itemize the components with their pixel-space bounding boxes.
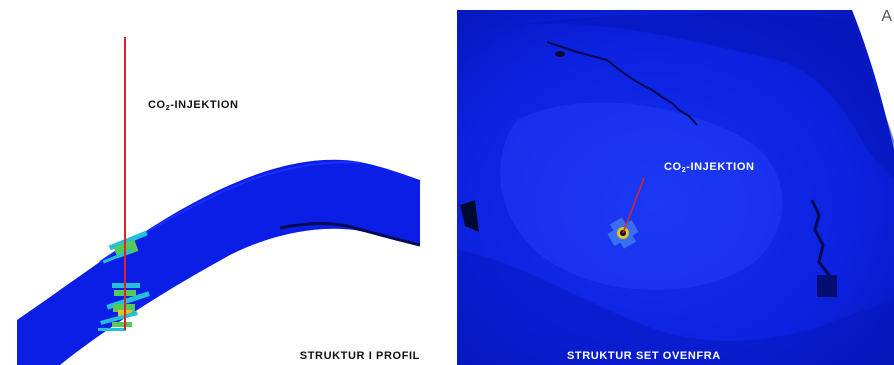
surface-shade-lower (457, 250, 894, 365)
co2-injection-label: CO2-INJEKTION (148, 99, 239, 112)
reservoir-layer (17, 159, 420, 365)
co2-injection-label-top: CO2-INJEKTION (664, 161, 755, 174)
fault-line (546, 41, 698, 126)
reservoir-lower-edge (279, 222, 421, 247)
dark-wedge (460, 200, 479, 232)
profile-diagram: CO2-INJEKTION STRUKTUR I PROFIL (17, 37, 421, 365)
corner-letter: A (881, 8, 892, 25)
dark-block (817, 275, 837, 297)
dark-mark (555, 51, 565, 57)
profile-panel: CO2-INJEKTION STRUKTUR I PROFIL (0, 0, 440, 365)
surface-light-area (500, 102, 783, 290)
top-view-diagram: CO2-INJEKTION STRUKTUR SET OVENFRA (457, 10, 894, 365)
profile-caption: STRUKTUR I PROFIL (300, 350, 420, 362)
structure-surface (457, 10, 894, 365)
top-view-caption: STRUKTUR SET OVENFRA (567, 350, 721, 362)
top-view-panel: CO2-INJEKTION STRUKTUR SET OVENFRA A (457, 0, 894, 365)
surface-edge (852, 10, 894, 150)
injection-well-line-top (622, 177, 645, 234)
surface-shade-upper (477, 13, 894, 180)
